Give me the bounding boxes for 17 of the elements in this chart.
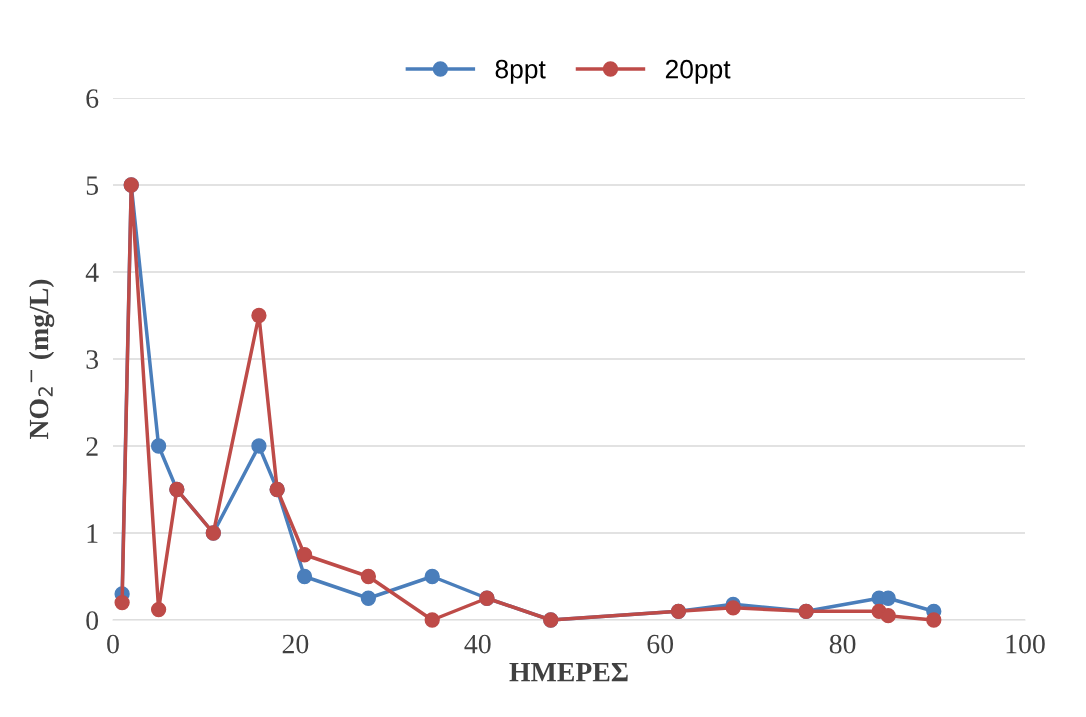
y-tick-label: 5 bbox=[86, 176, 99, 195]
x-axis-title: ΗΜΕΡΕΣ bbox=[509, 662, 628, 682]
x-tick-label: 80 bbox=[829, 634, 856, 654]
x-tick-label: 100 bbox=[1006, 634, 1045, 654]
y-tick-label: 1 bbox=[87, 524, 98, 543]
legend-label: 20ppt bbox=[665, 59, 731, 84]
x-tick-label: 0 bbox=[107, 634, 119, 654]
y-tick-label: 6 bbox=[86, 89, 99, 108]
y-tick-label: 2 bbox=[86, 437, 98, 456]
x-tick-label: 60 bbox=[647, 634, 674, 654]
y-axis-title: NO$_{2}$$^{−}$ (mg/L) bbox=[28, 279, 55, 440]
x-tick-label: 40 bbox=[464, 634, 491, 654]
y-tick-label: 3 bbox=[86, 350, 99, 369]
legend-label: 8ppt bbox=[495, 59, 546, 84]
y-tick-label: 0 bbox=[86, 611, 99, 630]
y-tick-label: 4 bbox=[85, 263, 99, 282]
x-tick-label: 20 bbox=[282, 634, 309, 654]
